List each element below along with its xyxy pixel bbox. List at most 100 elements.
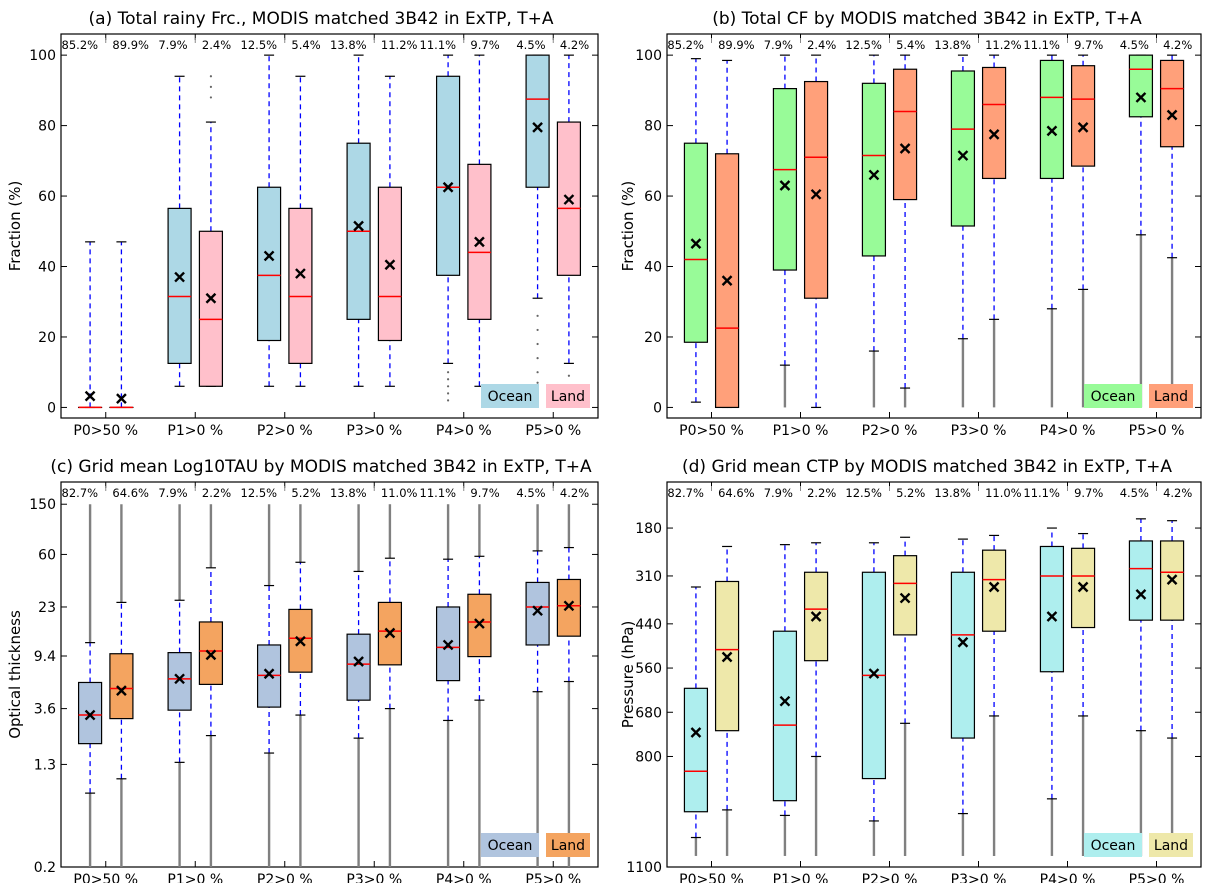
box-iqr [861,82,887,257]
x-tick-label: P3>0 % [346,423,402,439]
x-tick-label: P0>50 % [73,872,138,883]
chart-title: (d) Grid mean CTP by MODIS matched 3B42 … [682,457,1172,477]
legend-ocean-label: Ocean [488,389,533,405]
mean-marker [957,150,969,161]
mean-marker [868,668,880,679]
box-land-3 [981,534,1007,856]
box-iqr [109,653,134,720]
percent-label-ocean: 12.5% [845,486,882,500]
box-iqr [803,80,829,299]
mean-marker [116,393,127,404]
mean-marker [899,592,911,604]
percent-label-land: 64.6% [718,486,755,500]
plot-frame [666,33,1202,419]
x-tick-label: P5>0 % [1129,872,1185,883]
x-tick-label: P5>0 % [1129,423,1185,439]
outlier-point [536,357,539,360]
x-tick-label: P0>50 % [73,423,138,439]
legend-land-swatch [546,833,590,857]
y-tick-label: 20 [38,330,56,346]
outlier-point [536,314,539,317]
x-tick-label: P0>50 % [679,423,744,439]
mean-marker [295,635,306,647]
panel-d: (d) Grid mean CTP by MODIS matched 3B42 … [619,457,1202,883]
box-iqr [1039,59,1065,180]
mean-marker [442,181,454,193]
box-iqr [1039,545,1065,673]
y-tick-label: 440 [635,617,662,633]
y-tick-label: 80 [38,119,56,135]
box-iqr [288,207,313,364]
mean-marker [353,656,364,667]
legend-land-label: Land [551,389,585,405]
mean-marker [810,188,822,200]
box-ocean-1 [772,544,798,856]
y-tick-label: 180 [635,521,662,537]
mean-marker [779,695,791,707]
chart-title: (a) Total rainy Frc., MODIS matched 3B42… [89,9,554,29]
box-iqr [1128,540,1154,621]
plot-frame [60,481,599,868]
y-tick-label: 680 [635,705,662,721]
box-iqr [198,230,224,387]
box-ocean-0 [683,58,709,403]
percent-label-land: 89.9% [112,38,149,52]
mean-marker [563,194,575,205]
mean-marker [690,727,702,738]
box-land-1 [803,54,829,409]
percent-label-land: 4.2% [560,486,589,500]
mean-marker [263,668,275,680]
chart-title: (c) Grid mean Log10TAU by MODIS matched … [50,457,592,477]
box-land-2 [288,75,313,387]
percent-label-ocean: 4.5% [516,38,545,52]
box-land-0 [714,59,740,409]
box-ocean-2 [256,54,282,387]
percent-label-land: 9.7% [1074,486,1103,500]
mean-marker [474,618,485,629]
box-land-5 [556,504,582,867]
box-ocean-1 [772,54,798,408]
box-iqr [892,68,918,201]
box-iqr [525,54,550,188]
percent-label-land: 5.2% [896,486,925,500]
x-tick-label: P4>0 % [436,872,492,883]
percent-label-ocean: 12.5% [241,486,278,500]
mean-marker [1077,122,1089,133]
y-tick-label: 3.6 [34,702,56,718]
y-tick-label: 20 [644,330,662,346]
mean-marker [721,275,733,286]
mean-marker [1166,574,1178,585]
box-land-0 [109,241,134,409]
box-land-4 [467,504,492,867]
outlier-point [567,374,571,377]
box-iqr [772,88,798,271]
box-land-5 [556,54,582,398]
box-land-2 [892,536,918,856]
legend-ocean-label: Ocean [1091,838,1136,854]
box-land-4 [1070,532,1096,856]
box-iqr [256,186,282,342]
legend-ocean-swatch [481,384,539,408]
outlier-point [209,85,213,88]
box-ocean-5 [1128,54,1154,408]
outlier-point [446,399,450,402]
mean-marker [295,268,306,279]
y-tick-label: 40 [38,260,56,276]
box-iqr [892,555,918,636]
box-land-3 [377,75,403,387]
x-tick-label: P1>0 % [167,872,223,883]
plot-frame [666,481,1202,868]
box-iqr [950,571,976,739]
percent-label-ocean: 11.1% [1023,38,1060,52]
box-ocean-0 [77,504,103,867]
percent-label-ocean: 13.8% [934,486,971,500]
percent-label-land: 11.0% [381,486,418,500]
outlier-point [536,381,539,384]
box-land-0 [109,504,134,867]
percent-label-land: 5.2% [291,486,320,500]
percent-label-ocean: 13.8% [330,38,367,52]
box-iqr [435,75,461,276]
y-tick-label: 60 [38,547,56,563]
percent-label-land: 4.2% [1163,38,1192,52]
